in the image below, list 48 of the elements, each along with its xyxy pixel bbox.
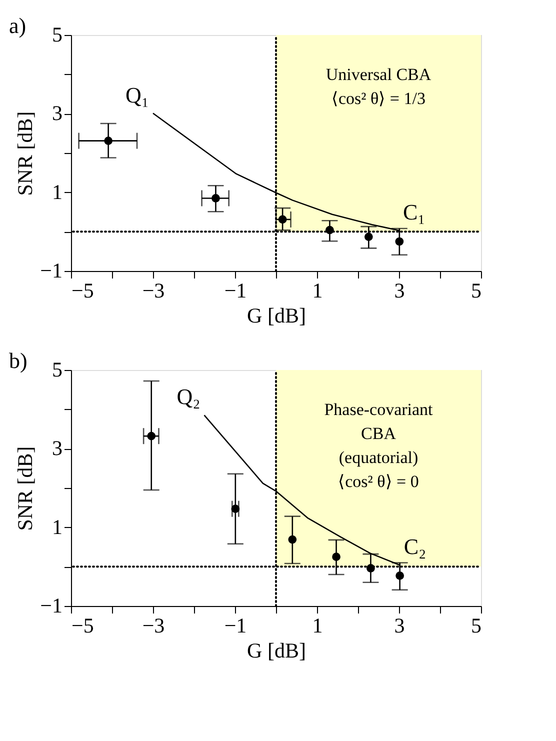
y-tick-label: 1	[52, 180, 62, 204]
y-tick-label: 5	[52, 358, 62, 382]
point	[288, 535, 297, 544]
x-tick-label: 1	[312, 614, 323, 638]
x-tick-label: 5	[471, 278, 482, 302]
point	[147, 432, 156, 440]
y-axis-title: SNR [dB]	[13, 111, 38, 196]
annotation: Universal CBA	[326, 65, 432, 84]
y-tick-label: −1	[40, 594, 62, 618]
x-tick-label: −3	[142, 278, 165, 302]
annotation: (equatorial)	[338, 448, 418, 467]
point	[104, 136, 112, 145]
x-tick-label: −1	[224, 614, 247, 638]
point	[364, 232, 373, 241]
y-tick-label: −1	[40, 258, 62, 282]
y-tick-label: 5	[52, 22, 62, 46]
x-tick-label: 1	[312, 278, 323, 302]
y-tick-label: 1	[52, 514, 62, 539]
x-tick-label: −3	[142, 614, 165, 638]
point	[231, 504, 240, 514]
point	[212, 194, 220, 202]
chart-title: a)	[9, 13, 26, 38]
annotation: Q₂	[176, 384, 200, 410]
point	[332, 552, 340, 562]
x-tick-label: −5	[72, 278, 94, 302]
x-tick-label: 5	[471, 614, 482, 638]
x-axis-title: G [dB]	[247, 304, 306, 328]
x-axis-title: G [dB]	[247, 638, 306, 662]
annotation: ⟨cos² θ⟩ = 0	[338, 472, 419, 491]
y-tick-label: 3	[52, 101, 62, 126]
x-tick-label: 3	[394, 614, 405, 638]
x-tick-label: 3	[394, 278, 405, 302]
point	[278, 215, 287, 224]
x-tick-label: −5	[72, 614, 94, 638]
annotation: ⟨cos² θ⟩ = 1/3	[332, 89, 426, 108]
x-tick-label: −1	[224, 278, 247, 302]
y-axis-title: SNR [dB]	[13, 446, 38, 531]
point	[366, 564, 375, 572]
annotation: C₁	[403, 199, 426, 224]
annotation: Q₁	[125, 82, 149, 108]
point	[396, 572, 404, 580]
annotation: C₂	[404, 534, 426, 560]
point	[395, 237, 404, 246]
chart-title: b)	[9, 348, 28, 373]
point	[326, 226, 334, 234]
y-tick-label: 3	[52, 436, 62, 460]
annotation: Phase-covariant	[324, 400, 434, 419]
annotation: CBA	[361, 424, 397, 443]
